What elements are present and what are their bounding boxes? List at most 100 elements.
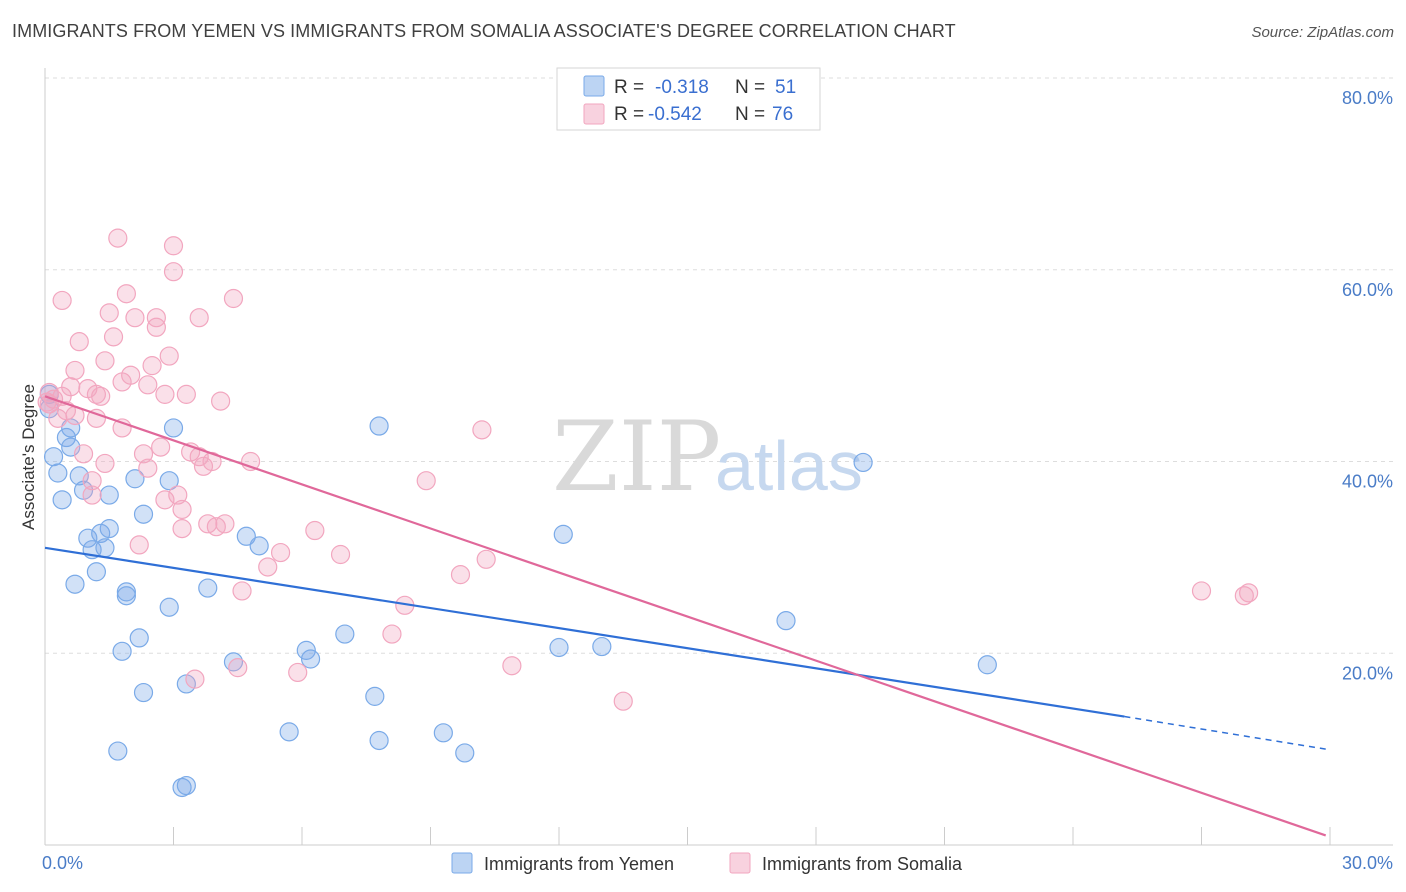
data-point — [198, 578, 218, 598]
data-point — [382, 624, 402, 644]
legend-n-value-yemen: 51 — [775, 77, 796, 98]
data-point — [133, 504, 154, 524]
data-point — [37, 392, 57, 412]
data-point — [69, 332, 89, 352]
data-point — [853, 452, 873, 473]
data-point — [977, 655, 997, 675]
legend-r-label: R = — [614, 77, 644, 98]
data-point — [142, 356, 162, 376]
data-point — [232, 581, 252, 601]
data-point — [416, 471, 436, 491]
data-point — [133, 682, 154, 703]
data-point — [172, 499, 192, 520]
data-point — [335, 624, 355, 644]
data-points — [37, 228, 1259, 798]
watermark: ZIP atlas — [552, 401, 863, 513]
data-point — [151, 437, 171, 457]
data-point — [189, 308, 209, 328]
bottom-legend-swatch-yemen — [451, 852, 473, 874]
legend-r-value-somalia: -0.542 — [648, 104, 702, 125]
data-point — [146, 308, 166, 328]
data-point — [258, 557, 278, 577]
data-point — [163, 262, 184, 282]
data-point — [472, 420, 492, 440]
data-point — [99, 519, 119, 539]
data-point — [129, 628, 149, 648]
legend-r-value-yemen: -0.318 — [655, 77, 709, 98]
y-tick-label: 40.0% — [1342, 472, 1393, 492]
data-point — [211, 391, 231, 411]
trend-line-extension — [1124, 715, 1326, 750]
data-point — [138, 458, 158, 478]
data-point — [65, 574, 85, 594]
data-point — [95, 351, 115, 371]
data-point — [52, 290, 72, 311]
data-point — [613, 691, 633, 711]
data-point — [69, 466, 89, 486]
data-point — [116, 284, 136, 304]
data-point — [159, 346, 179, 366]
data-point — [163, 418, 184, 438]
data-point — [296, 640, 316, 660]
data-point — [168, 485, 188, 505]
data-point — [125, 469, 145, 489]
data-point — [43, 447, 64, 467]
data-point — [1191, 581, 1212, 601]
x-tick-label: 30.0% — [1342, 853, 1393, 873]
data-point — [155, 490, 175, 510]
data-point — [112, 641, 132, 661]
data-point — [249, 536, 269, 556]
y-tick-label: 60.0% — [1342, 280, 1393, 300]
trend-line — [44, 395, 1327, 837]
data-point — [223, 288, 244, 309]
data-point — [176, 775, 196, 796]
data-point — [279, 722, 299, 742]
data-point — [163, 236, 184, 256]
data-point — [121, 365, 141, 385]
data-point — [776, 611, 796, 631]
data-point — [56, 427, 77, 448]
data-point — [78, 528, 98, 548]
legend-swatch-yemen — [583, 75, 605, 97]
series-points-0 — [39, 384, 997, 798]
data-point — [48, 463, 68, 483]
data-point — [476, 549, 496, 569]
data-point — [138, 375, 158, 395]
data-point — [65, 360, 85, 381]
data-point — [129, 535, 149, 555]
bottom-legend-label-yemen: Immigrants from Yemen — [484, 854, 674, 874]
y-axis-label: Associate's Degree — [19, 384, 38, 530]
data-point — [172, 519, 192, 539]
data-point — [86, 562, 107, 582]
legend-n-label: N = — [735, 104, 765, 125]
data-point — [155, 384, 175, 404]
legend-n-value-somalia: 76 — [772, 104, 793, 125]
data-point — [82, 485, 102, 505]
watermark-zip: ZIP — [552, 401, 721, 513]
data-point — [502, 656, 522, 676]
data-point — [108, 228, 128, 248]
data-point — [369, 416, 389, 436]
y-tick-labels: 20.0% 40.0% 60.0% 80.0% — [1342, 88, 1393, 683]
data-point — [215, 514, 235, 534]
data-point — [159, 597, 179, 617]
data-point — [52, 490, 72, 510]
chart-title: IMMIGRANTS FROM YEMEN VS IMMIGRANTS FROM… — [12, 21, 956, 41]
bottom-legend-swatch-somalia — [729, 852, 751, 874]
legend-n-label: N = — [735, 77, 765, 98]
x-tick-labels: 0.0% 30.0% — [42, 853, 1393, 873]
bottom-legend-label-somalia: Immigrants from Somalia — [762, 854, 963, 874]
series-legend: Immigrants from Yemen Immigrants from So… — [451, 852, 963, 874]
data-point — [91, 386, 111, 406]
data-point — [103, 327, 124, 347]
data-point — [236, 526, 256, 546]
chart-source: Source: ZipAtlas.com — [1251, 24, 1394, 41]
data-point — [288, 662, 308, 683]
legend-swatch-somalia — [583, 103, 605, 125]
y-tick-label: 80.0% — [1342, 88, 1393, 108]
data-point — [99, 485, 119, 505]
data-point — [73, 444, 94, 464]
y-tick-label: 20.0% — [1342, 663, 1393, 683]
data-point — [82, 471, 102, 491]
